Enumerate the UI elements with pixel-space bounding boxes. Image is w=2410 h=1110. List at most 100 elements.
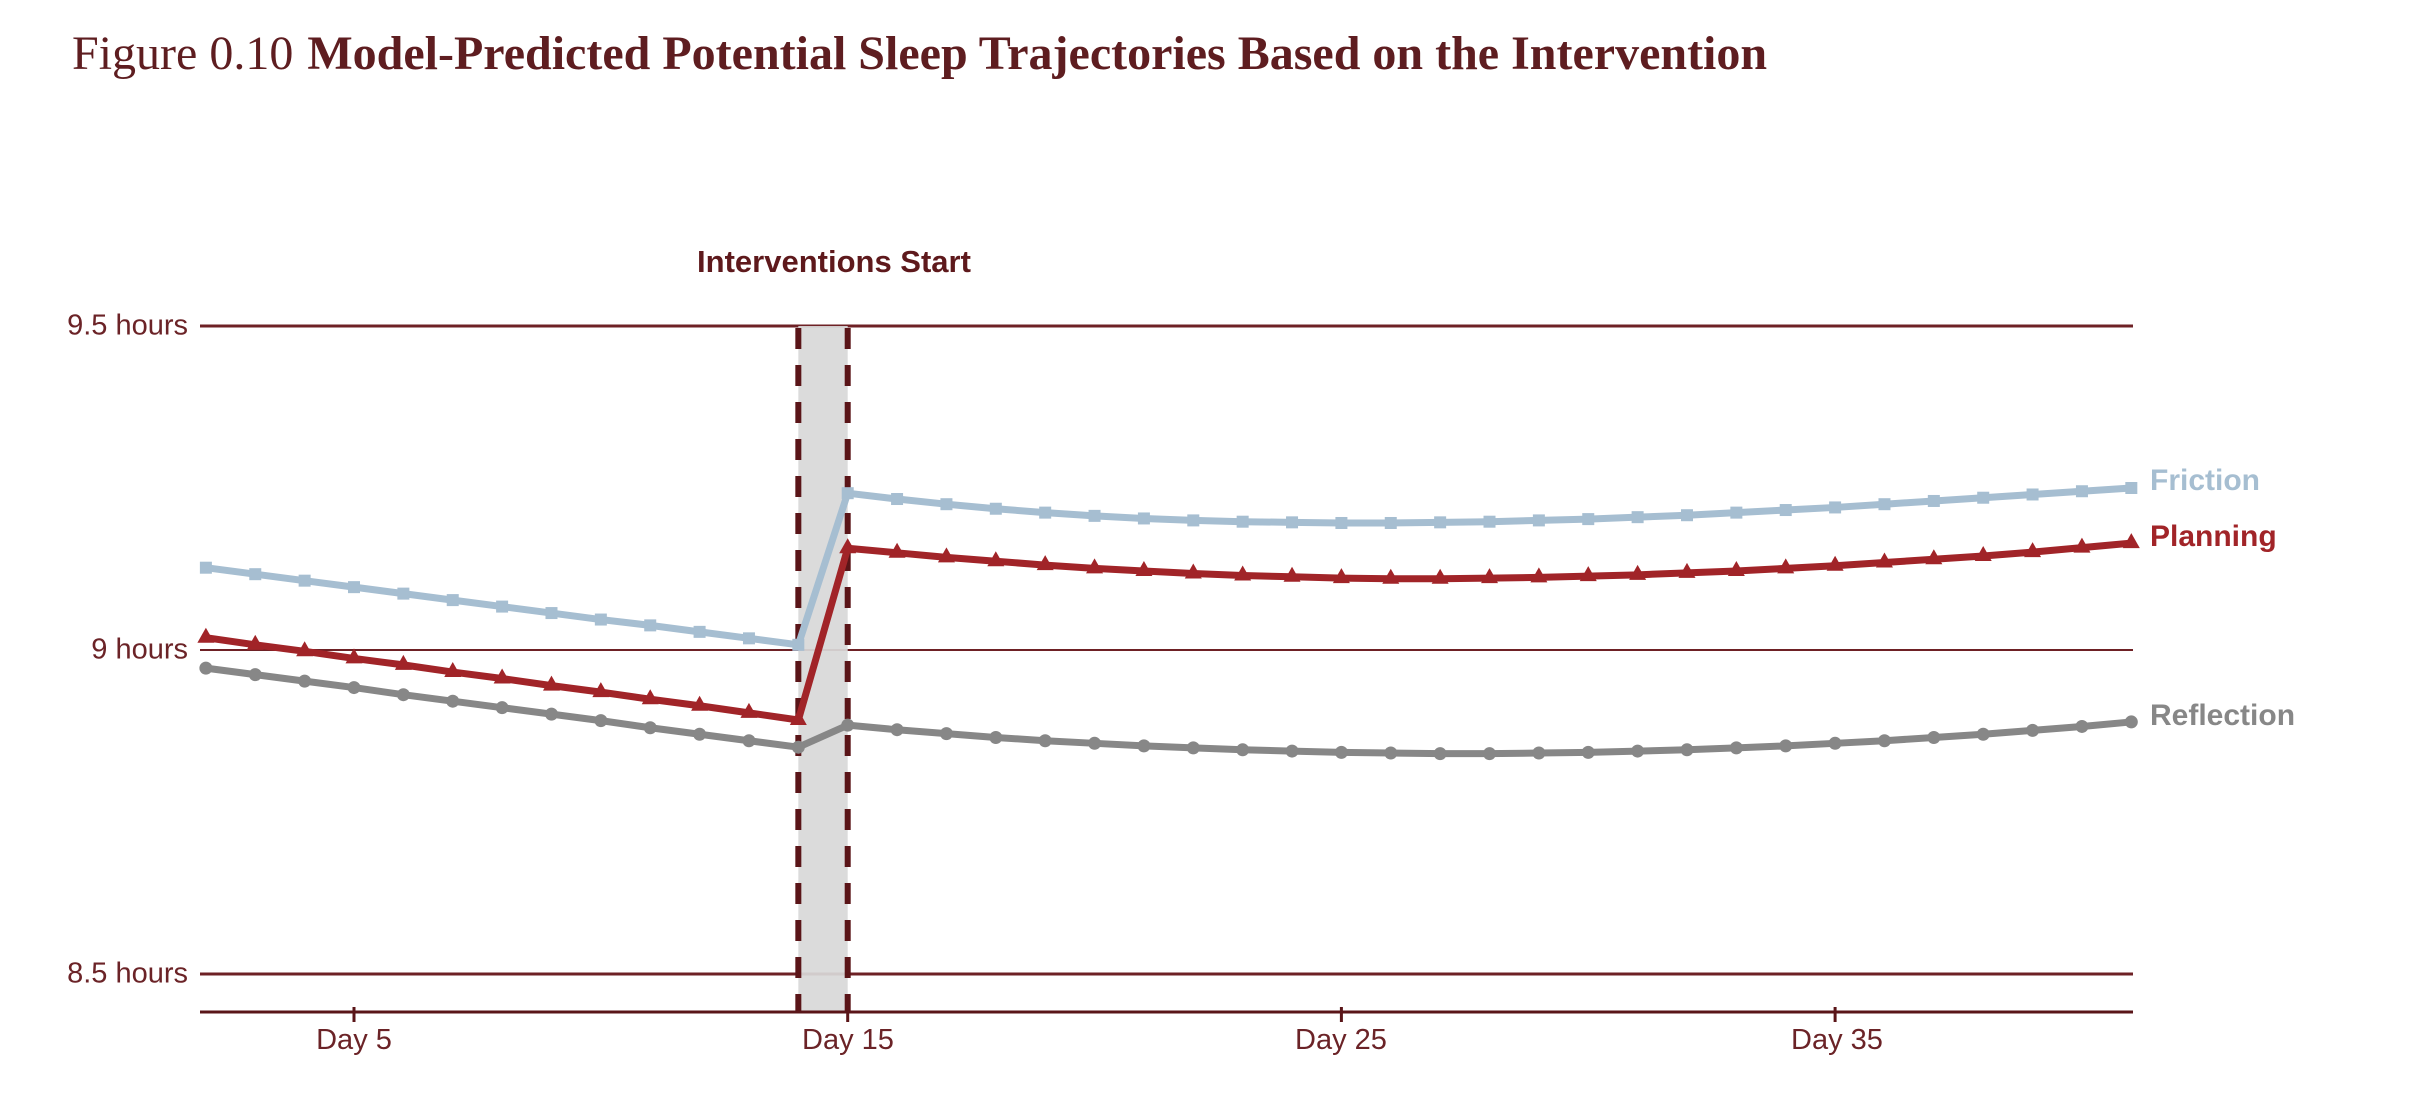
marker-reflection-day-4: [298, 674, 312, 688]
marker-planning-day-14: [789, 709, 807, 725]
marker-friction-day-39: [2026, 488, 2039, 501]
marker-friction-day-40: [2075, 485, 2088, 498]
marker-reflection-day-20: [1088, 736, 1102, 750]
marker-reflection-day-22: [1186, 741, 1200, 755]
intervention-start-annotation: Interventions Start: [697, 244, 971, 279]
marker-reflection-day-10: [594, 714, 608, 728]
marker-reflection-day-19: [1038, 734, 1052, 748]
marker-planning-day-3: [246, 634, 264, 650]
marker-planning-day-26: [1382, 568, 1400, 584]
marker-friction-day-14: [792, 638, 805, 651]
marker-reflection-day-14: [791, 740, 805, 754]
marker-friction-day-19: [1039, 506, 1052, 519]
marker-reflection-day-17: [939, 727, 953, 741]
marker-friction-day-3: [249, 568, 262, 581]
marker-reflection-day-26: [1384, 746, 1398, 760]
marker-friction-day-26: [1384, 516, 1397, 529]
marker-planning-day-29: [1530, 567, 1548, 583]
marker-reflection-day-12: [693, 727, 707, 741]
marker-planning-day-35: [1826, 555, 1844, 571]
marker-friction-day-23: [1236, 515, 1249, 528]
marker-friction-day-38: [1977, 491, 1990, 504]
marker-planning-day-17: [937, 547, 955, 563]
figure-number-label: Figure 0.10: [72, 27, 294, 80]
marker-planning-day-27: [1431, 568, 1449, 584]
marker-friction-day-7: [446, 594, 459, 607]
marker-planning-day-20: [1086, 558, 1104, 574]
marker-friction-day-33: [1730, 506, 1743, 519]
marker-reflection-day-39: [2026, 723, 2040, 737]
marker-friction-day-22: [1187, 514, 1200, 527]
marker-reflection-day-28: [1483, 747, 1497, 761]
x-tick-label-day-25: Day 25: [1295, 1024, 1387, 1056]
marker-planning-day-2: [197, 627, 215, 643]
marker-reflection-day-8: [495, 701, 509, 715]
marker-planning-day-6: [394, 654, 412, 670]
marker-planning-day-10: [592, 682, 610, 698]
marker-planning-day-24: [1283, 566, 1301, 582]
marker-reflection-day-33: [1729, 741, 1743, 755]
marker-planning-day-32: [1678, 562, 1696, 578]
marker-friction-day-16: [891, 493, 904, 506]
series-label-friction: Friction: [2150, 464, 2260, 497]
marker-reflection-day-11: [643, 721, 657, 735]
series-label-reflection: Reflection: [2150, 699, 2296, 732]
marker-friction-day-27: [1434, 516, 1447, 529]
x-tick-label-day-15: Day 15: [802, 1024, 894, 1056]
series-label-planning: Planning: [2150, 520, 2277, 553]
marker-planning-day-33: [1727, 560, 1745, 576]
marker-reflection-day-41: [2124, 715, 2138, 729]
x-tick-label-day-35: Day 35: [1791, 1024, 1883, 1056]
marker-friction-day-21: [1137, 512, 1150, 525]
marker-planning-day-25: [1332, 568, 1350, 584]
marker-planning-day-39: [2024, 542, 2042, 558]
marker-planning-day-7: [444, 662, 462, 678]
marker-friction-day-8: [496, 600, 509, 613]
marker-reflection-day-32: [1680, 743, 1694, 757]
marker-planning-day-23: [1234, 565, 1252, 581]
marker-reflection-day-40: [2075, 719, 2089, 733]
marker-friction-day-9: [545, 607, 558, 620]
marker-reflection-day-36: [1877, 734, 1891, 748]
marker-planning-day-5: [345, 648, 363, 664]
marker-planning-day-41: [2122, 533, 2140, 549]
marker-reflection-day-27: [1433, 747, 1447, 761]
marker-planning-day-28: [1481, 568, 1499, 584]
marker-planning-day-18: [987, 551, 1005, 567]
marker-reflection-day-18: [989, 730, 1003, 744]
marker-friction-day-20: [1088, 509, 1101, 522]
marker-planning-day-15: [839, 538, 857, 554]
marker-friction-day-5: [348, 581, 360, 594]
y-tick-label-8-5-hours: 8.5 hours: [67, 957, 188, 990]
series-line-reflection: [202, 664, 2135, 758]
marker-planning-day-19: [1036, 555, 1054, 571]
marker-reflection-day-30: [1581, 745, 1595, 759]
marker-friction-day-32: [1680, 509, 1693, 522]
marker-reflection-day-5: [347, 681, 361, 695]
x-tick-label-day-5: Day 5: [316, 1024, 392, 1056]
marker-planning-day-37: [1925, 549, 1943, 565]
marker-friction-day-10: [594, 613, 607, 626]
marker-planning-day-16: [888, 542, 906, 558]
marker-friction-day-13: [742, 632, 755, 645]
y-tick-label-9-hours: 9 hours: [91, 633, 188, 666]
figure-title-text: Model-Predicted Potential Sleep Trajecto…: [307, 27, 1768, 80]
marker-friction-day-28: [1483, 515, 1496, 528]
marker-friction-day-37: [1927, 494, 1940, 507]
marker-planning-day-31: [1629, 564, 1647, 580]
marker-planning-day-38: [1974, 546, 1992, 562]
marker-friction-day-11: [644, 619, 657, 632]
marker-reflection-day-6: [396, 688, 410, 702]
marker-reflection-day-24: [1285, 744, 1299, 758]
marker-friction-day-24: [1286, 516, 1299, 529]
marker-planning-day-22: [1184, 563, 1202, 579]
marker-reflection-day-16: [890, 723, 904, 737]
marker-friction-day-17: [940, 498, 953, 511]
marker-friction-day-6: [397, 587, 410, 600]
marker-reflection-day-2: [199, 661, 213, 675]
series-line-planning: [202, 539, 2135, 724]
marker-reflection-day-9: [544, 707, 558, 721]
marker-planning-day-4: [296, 641, 314, 657]
marker-planning-day-21: [1135, 560, 1153, 576]
